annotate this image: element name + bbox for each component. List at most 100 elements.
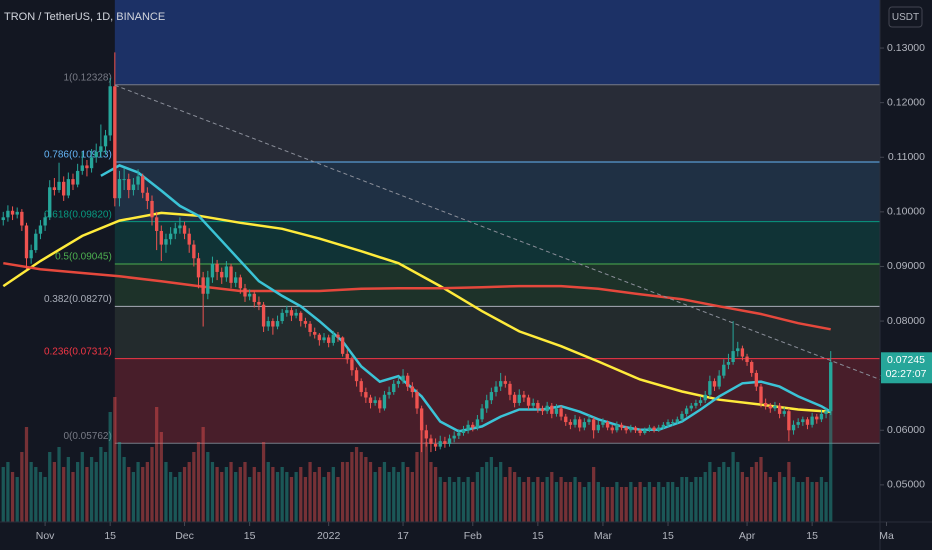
candle-body [303, 321, 308, 324]
volume-bar [471, 482, 475, 522]
y-tick-label: 0.09000 [887, 260, 925, 272]
candle-body [131, 184, 136, 191]
candle-body [387, 392, 391, 395]
volume-bar [252, 467, 256, 522]
y-tick-label: 0.08000 [887, 315, 925, 327]
candle-body [1, 217, 5, 221]
candle-body [475, 419, 480, 428]
candle-body [238, 277, 243, 289]
candle-body [322, 337, 326, 341]
candle-body [726, 362, 731, 365]
volume-bar [89, 457, 94, 522]
candle-body [605, 422, 610, 428]
candle-body [596, 424, 600, 431]
candle-body [503, 381, 507, 384]
candle-body [591, 419, 596, 431]
y-tick-label: 0.12000 [887, 96, 925, 108]
candle-body [243, 288, 247, 297]
candle-body [294, 312, 298, 316]
candle-body [782, 411, 786, 414]
volume-bar [410, 472, 414, 522]
volume-bar [266, 462, 270, 522]
candle-body [136, 176, 140, 185]
candle-body [433, 443, 438, 447]
candle-body [815, 416, 819, 420]
volume-bar [299, 467, 303, 522]
volume-bar [819, 477, 824, 522]
candle-body [457, 432, 461, 436]
candle-body [48, 187, 52, 218]
volume-bar [647, 482, 652, 522]
volume-bar [420, 422, 424, 522]
volume-bar [489, 457, 493, 522]
candle-body [452, 435, 456, 439]
fib-label: 0.786(0.10913) [44, 150, 112, 161]
candle-body [43, 217, 47, 226]
candle-body [480, 408, 484, 420]
candle-body [122, 179, 126, 181]
candle-body [215, 263, 219, 272]
volume-bar [429, 462, 433, 522]
candle-body [150, 200, 154, 218]
candle-body [624, 427, 628, 431]
volume-bar [99, 447, 103, 522]
candle-body [791, 424, 796, 431]
candle-body [62, 181, 66, 196]
candle-body [382, 394, 387, 409]
candle-body [15, 211, 19, 215]
volume-bar [20, 452, 24, 522]
volume-bar [401, 462, 405, 522]
volume-bar [633, 487, 638, 522]
candle-body [57, 181, 61, 191]
trend-line [114, 84, 881, 380]
volume-bar [131, 472, 136, 522]
volume-bar [229, 462, 233, 522]
volume-bar [113, 397, 117, 522]
x-tick-label: 15 [662, 530, 674, 542]
candle-body [229, 266, 233, 283]
volume-bar [564, 482, 568, 522]
volume-bar [243, 462, 247, 522]
volume-bar [155, 407, 159, 522]
fib-zone [114, 162, 881, 222]
volume-bar [722, 462, 726, 522]
volume-bar [173, 477, 177, 522]
candle-body [498, 381, 503, 387]
volume-bar [801, 482, 805, 522]
moving-average-line [100, 164, 832, 433]
candle-body [201, 277, 205, 294]
volume-bar [805, 477, 810, 522]
x-tick-label: 15 [244, 530, 256, 542]
volume-bar [750, 467, 754, 522]
candle-body [80, 165, 84, 171]
volume-bar [340, 462, 345, 522]
volume-bar [796, 482, 800, 522]
candle-body [684, 408, 689, 414]
candle-body [745, 356, 749, 363]
volume-bar [271, 467, 275, 522]
candle-body [313, 331, 317, 335]
volume-bar [224, 467, 229, 522]
volume-bar [643, 487, 647, 522]
candle-body [252, 293, 256, 302]
volume-bar [34, 467, 38, 522]
candle-body [261, 304, 266, 327]
currency-box[interactable] [888, 6, 923, 28]
volume-bar [15, 477, 19, 522]
volume-bar [48, 452, 52, 522]
candle-body [182, 225, 187, 234]
candle-body [257, 301, 261, 305]
x-tick-label: Mar [594, 530, 613, 542]
candle-body [210, 263, 215, 278]
volume-bar [768, 477, 772, 522]
volume-bar [438, 477, 442, 522]
candle-body [666, 422, 670, 425]
volume-bar [57, 447, 61, 522]
currency-label[interactable]: USDT [892, 12, 919, 23]
candle-body [703, 394, 707, 401]
candle-body [680, 413, 684, 420]
candle-body [619, 424, 624, 428]
volume-bar [308, 462, 312, 522]
volume-bar [387, 472, 391, 522]
